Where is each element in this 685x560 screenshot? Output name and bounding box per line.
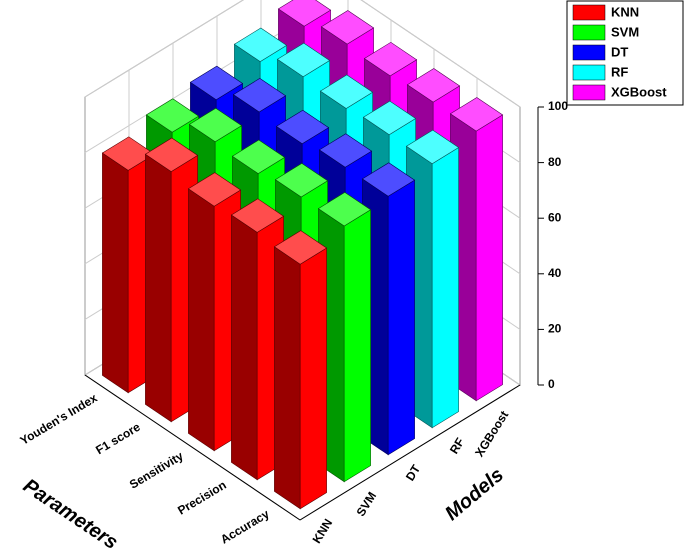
bar-top (318, 133, 373, 168)
bar-top (144, 137, 199, 172)
legend-swatch (572, 24, 606, 41)
x-axis (84, 374, 301, 521)
bar-side (231, 214, 258, 481)
z-tick-label: 20 (548, 322, 562, 336)
bar-top (233, 27, 288, 62)
bar-top (187, 172, 242, 207)
bar-front (299, 247, 327, 510)
z-tick-label: 60 (548, 210, 562, 224)
x-tick-label: Accuracy (218, 507, 272, 547)
legend-swatch (572, 44, 606, 61)
bar-side (274, 246, 301, 510)
legend-label: XGBoost (611, 84, 667, 99)
y-axis-title: Models (441, 464, 508, 525)
bar-side (102, 152, 129, 394)
bar-top (320, 10, 375, 45)
bar-top (362, 100, 417, 136)
x-tick-label: F1 score (93, 420, 143, 458)
y-axis (299, 384, 521, 521)
bar-front (431, 146, 459, 429)
y-tick-label: SVM (354, 489, 380, 518)
legend-label: SVM (611, 24, 639, 39)
bar-top (361, 162, 416, 197)
x-tick-label: Youden's Index (18, 391, 100, 448)
legend-swatch (572, 64, 606, 81)
bar-top (319, 74, 374, 109)
bar-front (475, 114, 503, 402)
x-tick-label: Precision (175, 478, 229, 518)
grid-line (84, 0, 521, 108)
z-tick-label: 80 (548, 155, 562, 169)
legend-label: KNN (611, 4, 639, 19)
bar-side (188, 188, 215, 452)
bar-top (232, 78, 287, 113)
bar-top (273, 230, 328, 265)
bar-top (230, 198, 285, 233)
bar-side (145, 153, 172, 423)
bar-top (275, 109, 330, 145)
z-tick-label: 0 (548, 377, 555, 391)
bar-top (145, 98, 200, 133)
bar-top (188, 107, 243, 143)
y-tick-label: DT (403, 462, 424, 484)
x-tick-label: Sensitivity (127, 449, 186, 492)
bar-front (343, 209, 371, 483)
bar-top (406, 68, 461, 103)
bar (273, 230, 328, 510)
bar-front (387, 179, 415, 456)
y-tick-label: XGBoost (472, 408, 511, 459)
bar-top (276, 42, 331, 78)
z-tick-label: 40 (548, 266, 562, 280)
legend-label: RF (611, 64, 628, 79)
x-axis-title: Parameters (19, 475, 122, 554)
legend-swatch (572, 84, 606, 101)
z-tick-label: 100 (548, 99, 568, 113)
bar-top (274, 163, 329, 198)
bar-top (189, 65, 244, 101)
y-tick-label: KNN (310, 516, 336, 545)
bar-top (363, 41, 418, 77)
bar-top (449, 97, 504, 132)
bar-top (317, 192, 372, 227)
bar-top (405, 129, 460, 165)
legend-label: DT (611, 44, 628, 59)
y-tick-label: RF (447, 435, 467, 456)
bar-top (231, 139, 286, 174)
bar-top (277, 0, 332, 27)
legend-swatch (572, 4, 606, 21)
